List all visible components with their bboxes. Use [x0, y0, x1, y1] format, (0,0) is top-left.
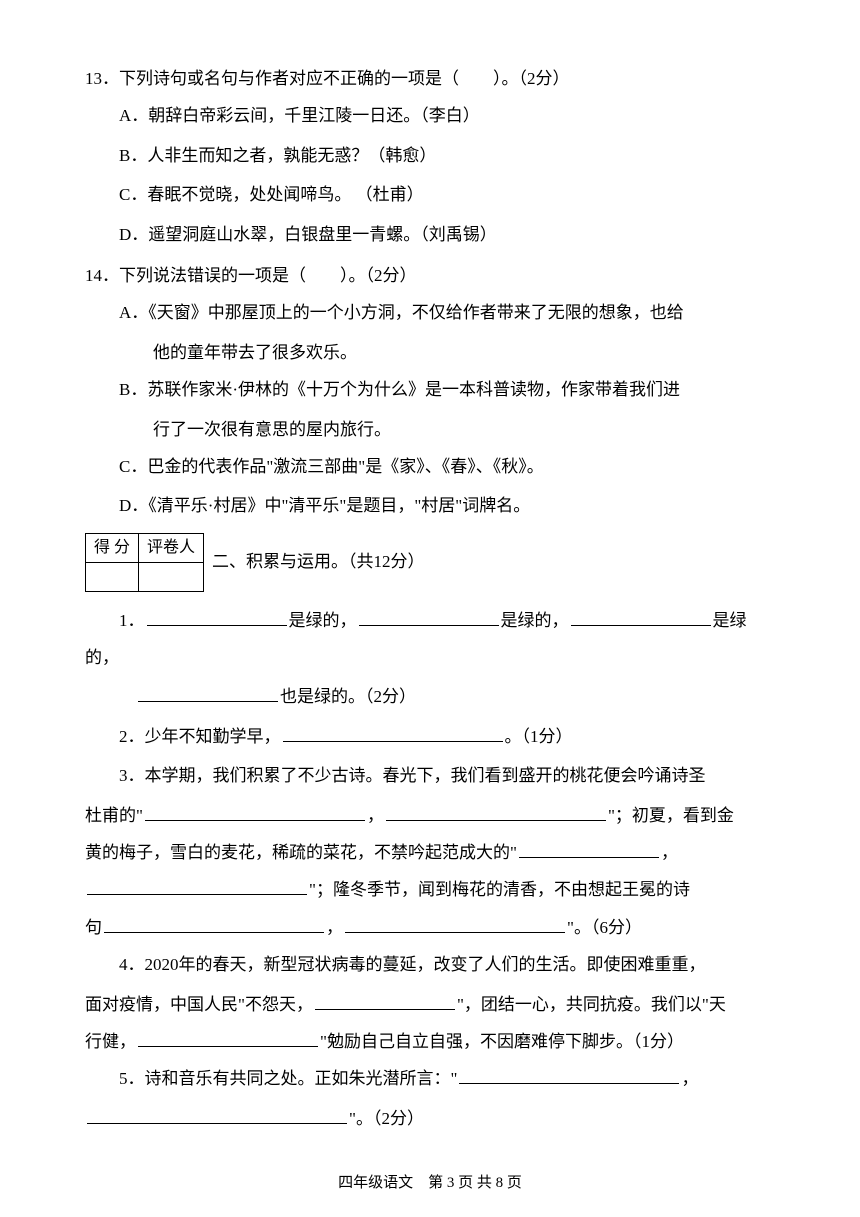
fill-q3-line5: 句 ， "。（6分）	[85, 909, 775, 946]
fill-q3-t5: 句	[85, 918, 102, 937]
fill-q4-t1: 面对疫情，中国人民"不怨天，	[85, 995, 313, 1014]
blank	[104, 912, 324, 932]
grader-cell	[139, 562, 204, 591]
fill-q2-suffix: 。（1分）	[505, 727, 573, 746]
blank	[359, 605, 499, 625]
fill-q4-line2: 面对疫情，中国人民"不怨天， "，团结一心，共同抗疫。我们以"天	[85, 986, 775, 1023]
fill-q3-t2: "；初夏，看到金	[608, 806, 734, 825]
fill-q1-prefix: 1．	[119, 611, 145, 630]
score-table: 得 分 评卷人	[85, 533, 204, 592]
q13-option-c: C．春眠不觉晓，处处闻啼鸟。 （杜甫）	[85, 176, 775, 213]
q14-option-d: D．《清平乐·村居》中"清平乐"是题目，"村居"词牌名。	[85, 487, 775, 524]
q13-option-d: D．遥望洞庭山水翠，白银盘里一青螺。（刘禹锡）	[85, 216, 775, 253]
blank	[315, 989, 455, 1009]
question-14: 14．下列说法错误的一项是（ ）。（2分） A．《天窗》中那屋顶上的一个小方洞，…	[85, 257, 775, 525]
fill-q1-t4: 也是绿的。（2分）	[280, 687, 416, 706]
fill-q3-comma3: ，	[326, 918, 343, 937]
blank	[87, 875, 307, 895]
fill-q2-prefix: 2．少年不知勤学早，	[119, 727, 281, 746]
question-13: 13．下列诗句或名句与作者对应不正确的一项是（ ）。（2分） A．朝辞白帝彩云间…	[85, 60, 775, 253]
fill-q1-line2: 也是绿的。（2分）	[85, 678, 775, 715]
fill-q3-t6: "。（6分）	[567, 918, 642, 937]
blank	[459, 1064, 679, 1084]
q14-stem: 14．下列说法错误的一项是（ ）。（2分）	[85, 257, 775, 294]
q13-stem: 13．下列诗句或名句与作者对应不正确的一项是（ ）。（2分）	[85, 60, 775, 97]
blank	[138, 682, 278, 702]
fill-q5-comma: ，	[681, 1069, 698, 1088]
blank	[87, 1103, 347, 1123]
q14-option-a-line2: 他的童年带去了很多欢乐。	[85, 334, 775, 371]
fill-q3-t3: 黄的梅子，雪白的麦花，稀疏的菜花，不禁吟起范成大的"	[85, 843, 517, 862]
q13-option-a: A．朝辞白帝彩云间，千里江陵一日还。（李白）	[85, 97, 775, 134]
fill-q3-t4: "；隆冬季节，闻到梅花的清香，不由想起王冕的诗	[309, 880, 690, 899]
blank	[147, 605, 287, 625]
fill-q5-t2: "。（2分）	[349, 1109, 424, 1128]
fill-q4-line3: 行健， "勉励自己自立自强，不因磨难停下脚步。（1分）	[85, 1023, 775, 1060]
fill-q4-t4: "勉励自己自立自强，不因磨难停下脚步。（1分）	[320, 1032, 684, 1051]
fill-q3-comma2: ，	[661, 843, 678, 862]
fill-q4-t3: 行健，	[85, 1032, 136, 1051]
section-2-title: 二、积累与运用。（共12分）	[212, 543, 425, 580]
fill-q5-line1: 5．诗和音乐有共同之处。正如朱光潜所言：" ，	[85, 1060, 775, 1097]
fill-q3-line1: 3．本学期，我们积累了不少古诗。春光下，我们看到盛开的桃花便会吟诵诗圣	[85, 757, 775, 794]
blank	[345, 912, 565, 932]
q14-option-c: C．巴金的代表作品"激流三部曲"是《家》、《春》、《秋》。	[85, 448, 775, 485]
q14-option-b-line1: B．苏联作家米·伊林的《十万个为什么》是一本科普读物，作家带着我们进	[85, 371, 775, 408]
fill-q1-line1: 1．是绿的，是绿的，是绿的，	[85, 602, 775, 677]
blank	[145, 800, 365, 820]
fill-q5-line2: "。（2分）	[85, 1100, 775, 1137]
fill-q1-t1: 是绿的，	[289, 611, 357, 630]
page-footer: 四年级语文 第 3 页 共 8 页	[85, 1167, 775, 1200]
blank	[571, 605, 711, 625]
q14-option-b-line2: 行了一次很有意思的屋内旅行。	[85, 411, 775, 448]
fill-q3-line4: "；隆冬季节，闻到梅花的清香，不由想起王冕的诗	[85, 871, 775, 908]
fill-q5-t1: 5．诗和音乐有共同之处。正如朱光潜所言："	[119, 1069, 457, 1088]
blank	[386, 800, 606, 820]
score-header: 得 分	[86, 533, 139, 562]
fill-q2: 2．少年不知勤学早， 。（1分）	[85, 718, 775, 755]
fill-q3-t1: 杜甫的"	[85, 806, 143, 825]
blank	[519, 838, 659, 858]
fill-q4-t2: "，团结一心，共同抗疫。我们以"天	[457, 995, 726, 1014]
q13-option-b: B．人非生而知之者，孰能无惑？（韩愈）	[85, 137, 775, 174]
section-2-header: 得 分 评卷人 二、积累与运用。（共12分）	[85, 533, 775, 592]
fill-q3-line2: 杜甫的" ， "；初夏，看到金	[85, 797, 775, 834]
score-cell	[86, 562, 139, 591]
blank	[283, 721, 503, 741]
blank	[138, 1027, 318, 1047]
fill-q1-t2: 是绿的，	[501, 611, 569, 630]
grader-header: 评卷人	[139, 533, 204, 562]
q14-option-a-line1: A．《天窗》中那屋顶上的一个小方洞，不仅给作者带来了无限的想象，也给	[85, 294, 775, 331]
fill-q4-line1: 4．2020年的春天，新型冠状病毒的蔓延，改变了人们的生活。即使困难重重，	[85, 946, 775, 983]
fill-q3-line3: 黄的梅子，雪白的麦花，稀疏的菜花，不禁吟起范成大的" ，	[85, 834, 775, 871]
fill-q3-comma1: ，	[367, 806, 384, 825]
